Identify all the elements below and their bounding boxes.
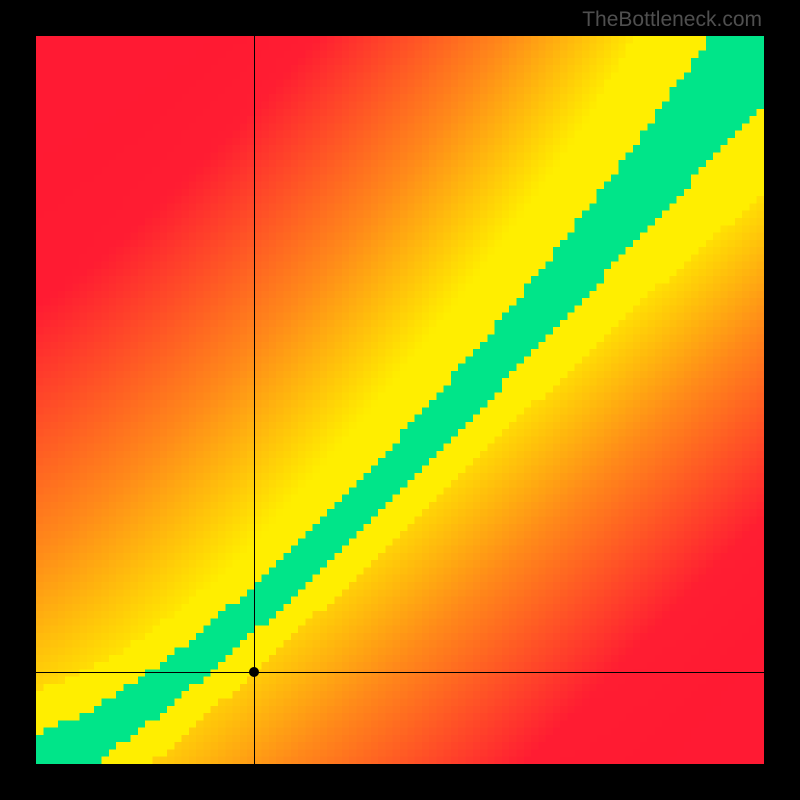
crosshair-horizontal [36,672,764,673]
crosshair-marker [249,667,259,677]
crosshair-vertical [254,36,255,764]
plot-area [36,36,764,764]
chart-container: TheBottleneck.com [0,0,800,800]
heatmap-canvas [36,36,764,764]
watermark-text: TheBottleneck.com [582,8,762,32]
